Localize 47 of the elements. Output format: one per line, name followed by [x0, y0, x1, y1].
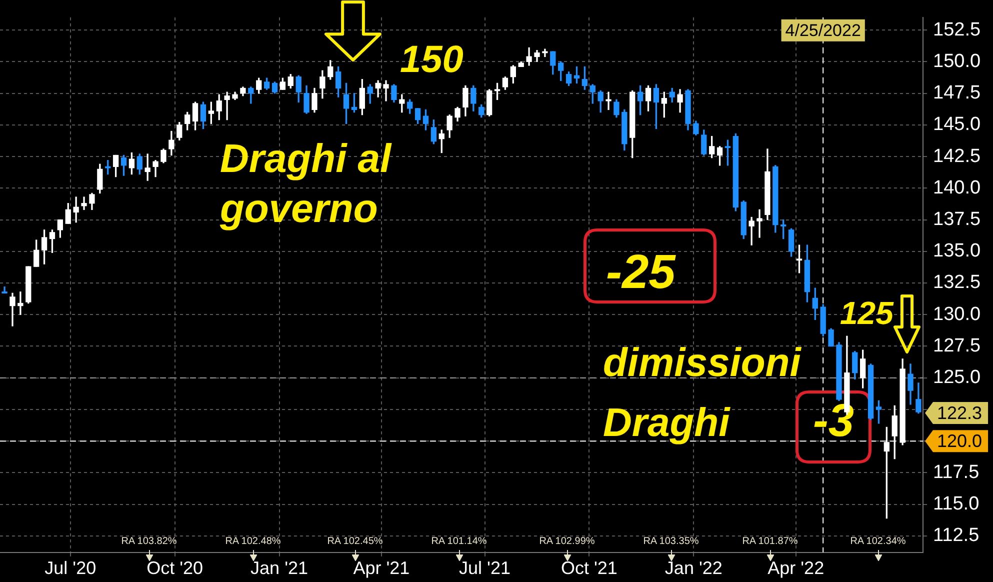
- ref-line-label: 4/25/2022: [785, 21, 861, 40]
- annotation: RA 101.14%: [431, 536, 487, 547]
- annotation: RA 101.87%: [742, 536, 798, 547]
- annotation: RA 102.99%: [539, 536, 595, 547]
- y-tick-label: 147.5: [933, 82, 981, 104]
- x-tick-label: Jul '20: [44, 558, 96, 578]
- candlestick: [756, 209, 762, 238]
- y-tick-label: 150.0: [933, 50, 981, 72]
- candlestick: [81, 196, 87, 210]
- y-tick-label: 135.0: [933, 240, 981, 262]
- y-tick-label: 115.0: [933, 494, 980, 515]
- candlestick: [224, 92, 230, 120]
- annotation: RA 102.34%: [850, 536, 906, 547]
- annotation: RA 102.48%: [225, 536, 281, 547]
- annotation: RA 103.35%: [643, 536, 699, 547]
- y-tick-label: 145.0: [933, 114, 981, 136]
- annotation: 125: [840, 295, 895, 331]
- x-tick-label: Oct '21: [560, 558, 618, 578]
- x-tick-label: Jan '22: [664, 558, 722, 578]
- x-tick-label: Oct '20: [146, 558, 204, 578]
- ref-line-label: 120.0: [937, 431, 982, 452]
- y-tick-label: 152.5: [933, 19, 981, 40]
- candlestick: [748, 216, 754, 246]
- candlestick: [542, 48, 548, 57]
- x-tick-label: Jan '21: [250, 558, 308, 578]
- y-tick-label: 137.5: [933, 209, 981, 230]
- y-tick-label: 140.0: [933, 177, 981, 198]
- y-tick-label: 130.0: [933, 304, 981, 325]
- candlestick: [18, 292, 24, 315]
- annotation: RA 102.45%: [327, 536, 383, 547]
- candlestick: [73, 196, 79, 223]
- annotation: -25: [606, 246, 677, 299]
- x-tick-label: Jul '21: [459, 558, 511, 578]
- x-tick-label: Apr '21: [353, 558, 410, 578]
- y-tick-label: 117.5: [933, 462, 980, 483]
- text: 122.3: [937, 402, 982, 423]
- y-tick-label: 125.0: [933, 367, 981, 388]
- candlestick: [383, 80, 389, 102]
- annotation: 150: [400, 39, 464, 81]
- y-tick-label: 132.5: [933, 272, 981, 294]
- y-tick-label: 142.5: [933, 146, 981, 167]
- annotation: dimissioni Draghi: [603, 341, 802, 445]
- x-tick-label: Apr '22: [768, 558, 824, 578]
- annotation: Draghi al governo: [219, 137, 392, 231]
- y-tick-label: 127.5: [933, 335, 981, 356]
- annotation: RA 103.82%: [121, 536, 177, 547]
- y-tick-label: 112.5: [933, 525, 980, 546]
